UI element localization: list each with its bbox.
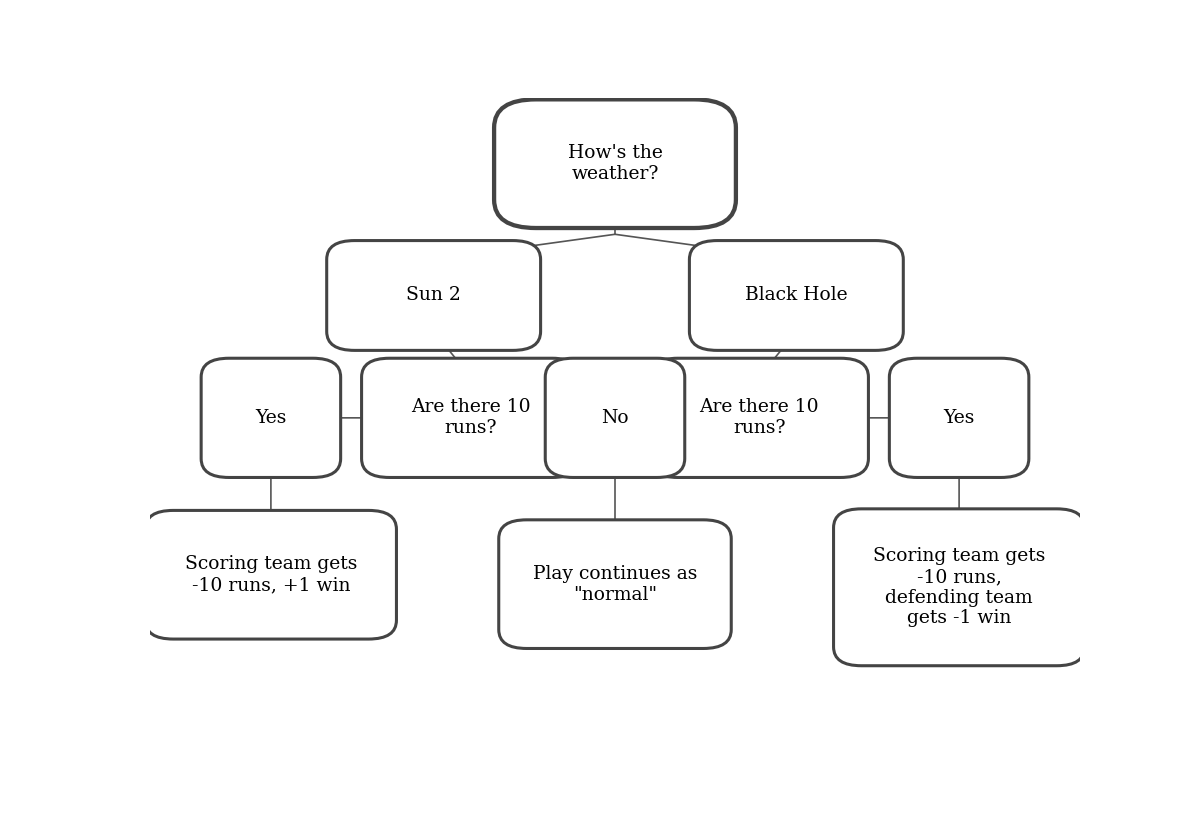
FancyBboxPatch shape	[689, 240, 904, 350]
Text: Yes: Yes	[256, 409, 287, 427]
FancyBboxPatch shape	[145, 510, 396, 639]
Text: Yes: Yes	[943, 409, 974, 427]
FancyBboxPatch shape	[494, 99, 736, 228]
Text: No: No	[601, 409, 629, 427]
Text: Sun 2: Sun 2	[407, 287, 461, 305]
Text: Black Hole: Black Hole	[745, 287, 847, 305]
FancyBboxPatch shape	[499, 520, 731, 649]
FancyBboxPatch shape	[361, 359, 580, 478]
Text: Are there 10
runs?: Are there 10 runs?	[412, 399, 530, 438]
Text: Scoring team gets
-10 runs, +1 win: Scoring team gets -10 runs, +1 win	[185, 555, 358, 594]
FancyBboxPatch shape	[326, 240, 540, 350]
FancyBboxPatch shape	[650, 359, 869, 478]
Text: Play continues as
"normal": Play continues as "normal"	[533, 565, 697, 604]
Text: Scoring team gets
-10 runs,
defending team
gets -1 win: Scoring team gets -10 runs, defending te…	[872, 547, 1045, 628]
FancyBboxPatch shape	[545, 359, 685, 478]
Text: How's the
weather?: How's the weather?	[568, 144, 662, 183]
FancyBboxPatch shape	[889, 359, 1028, 478]
FancyBboxPatch shape	[834, 509, 1085, 666]
FancyBboxPatch shape	[202, 359, 341, 478]
Text: Are there 10
runs?: Are there 10 runs?	[700, 399, 818, 438]
